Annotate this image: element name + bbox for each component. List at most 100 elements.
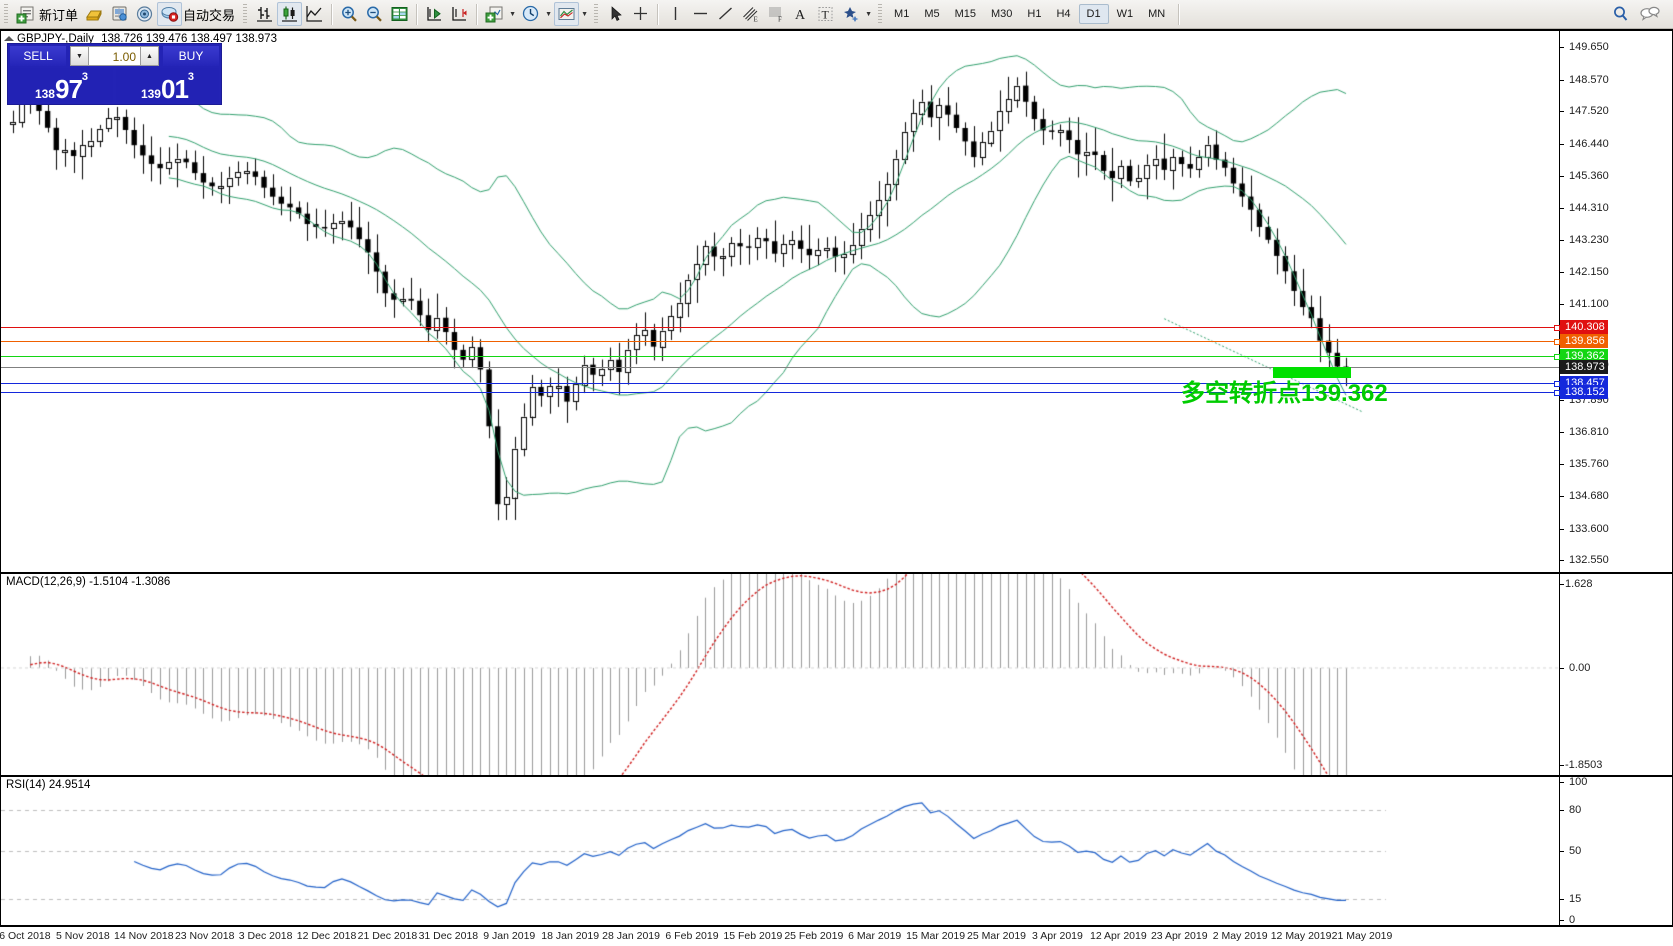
sell-button[interactable]: SELL [10,46,66,66]
new-order-button[interactable] [13,2,38,26]
volume-increase-button[interactable]: ▲ [140,47,158,65]
timeframe-m1[interactable]: M1 [894,8,910,20]
level-line-139.362[interactable] [1,353,1560,360]
timeframe-m15[interactable]: M15 [954,8,976,20]
rsi-axis[interactable]: 100 80 50 15 0 [1559,777,1672,925]
auto-scroll-button[interactable] [422,2,447,26]
macd-axis[interactable]: 1.628 0.00 -1.8503 [1559,574,1672,775]
shapes-icon [844,7,859,22]
shapes-dropdown-caret[interactable]: ▼ [865,10,872,18]
level-line-138.457[interactable] [1,380,1560,387]
price-tag[interactable]: 138.152 [1560,385,1608,400]
rsi-pane[interactable]: RSI(14) 24.9514 100 80 50 15 0 [0,776,1673,926]
line-chart-button[interactable] [302,2,327,26]
timeframe-m5[interactable]: M5 [924,8,940,20]
period-button[interactable] [518,2,543,26]
rsi-plot[interactable] [1,777,1561,925]
level-line-handle[interactable] [1554,339,1560,346]
level-line-handle[interactable] [1554,380,1560,387]
toolbar-grip[interactable] [3,4,10,24]
bar-chart-button[interactable] [252,2,277,26]
period-dropdown-caret[interactable]: ▼ [545,10,552,18]
rsi-tick: 15 [1560,893,1581,905]
period-icon [522,5,539,22]
toolbar-grip-4[interactable] [877,4,885,24]
templates-dropdown-caret[interactable]: ▼ [581,10,588,18]
line-chart-icon [306,6,323,22]
date-tick: 18 Jan 2019 [541,930,600,942]
timeframe-h4[interactable]: H4 [1056,8,1071,20]
zoom-in-icon [342,6,357,22]
level-line-140.308[interactable] [1,325,1560,332]
search-button[interactable] [1608,2,1633,26]
level-line-handle[interactable] [1554,353,1560,360]
buy-button[interactable]: BUY [163,46,219,66]
toolbar-separator-1 [331,3,334,25]
new-order-label[interactable]: 新订单 [39,7,79,23]
svg-text:A: A [795,8,806,23]
volume-value[interactable]: 1.00 [112,49,136,64]
price-tag[interactable]: 139.856 [1560,334,1608,349]
timeframe-mn[interactable]: MN [1148,8,1166,20]
timeframe-m30[interactable]: M30 [991,8,1013,20]
shapes-button[interactable] [838,2,863,26]
indicators-button[interactable] [482,2,507,26]
price-axis[interactable]: 149.650 148.570 147.520 146.440 145.360 144.3… [1559,31,1672,572]
macd-canvas[interactable] [1,574,1561,775]
indicators-dropdown-caret[interactable]: ▼ [509,10,516,18]
price-tag[interactable]: 140.308 [1560,320,1608,335]
buy-price-quote[interactable]: 139 01 3 [116,68,219,102]
fibonacci-button[interactable]: F [763,2,788,26]
level-line-138.973[interactable] [1,367,1559,369]
sell-price-quote[interactable]: 138 97 3 [10,68,113,102]
zoom-out-icon [367,6,382,22]
price-pane[interactable]: GBPJPY-,Daily 138.726 139.476 138.497 13… [0,30,1673,573]
volume-stepper[interactable]: ▼ 1.00 ▲ [70,46,159,66]
rsi-canvas[interactable] [1,777,1561,925]
cursor-button[interactable] [603,2,628,26]
price-tick: 134.680 [1560,490,1609,502]
volume-decrease-button[interactable]: ▼ [71,47,89,65]
equidistant-channel-button[interactable]: E [738,2,763,26]
text-label-button[interactable]: A [788,2,813,26]
text-button[interactable]: T [813,2,838,26]
collapse-triangle-icon[interactable] [4,36,14,41]
timeframe-d1[interactable]: D1 [1078,4,1109,24]
price-plot[interactable]: 多空转折点139.362 [1,31,1561,572]
chat-button[interactable] [1637,2,1663,26]
zoom-in-button[interactable] [337,2,362,26]
toolbar-grip-2[interactable] [242,4,250,24]
terminal-button[interactable] [107,2,132,26]
price-canvas[interactable] [1,31,1561,572]
chart-shift-button[interactable] [447,2,472,26]
level-line-handle[interactable] [1554,325,1560,332]
svg-text:E: E [754,16,758,24]
horizontal-line-button[interactable] [688,2,713,26]
macd-pane[interactable]: MACD(12,26,9) -1.5104 -1.3086 1.628 0.00 -… [0,573,1673,776]
one-click-trade-panel[interactable]: SELL ▼ 1.00 ▲ BUY 138 97 3 139 01 3 [8,44,221,104]
autotrade-label[interactable]: 自动交易 [183,7,236,23]
date-tick: 12 Dec 2018 [296,930,357,942]
navigator-button[interactable] [132,2,157,26]
price-tag[interactable]: 138.973 [1560,360,1608,375]
toolbar-grip-3[interactable] [593,4,601,24]
trendline-button[interactable] [713,2,738,26]
timeframe-h1[interactable]: H1 [1027,8,1042,20]
autotrade-button[interactable] [157,2,183,26]
vertical-line-button[interactable] [663,2,688,26]
level-line-handle[interactable] [1554,390,1560,397]
crosshair-button[interactable] [628,2,653,26]
equidistant-channel-icon: E [743,7,758,24]
green-highlight-marker[interactable] [1273,367,1351,378]
price-tag[interactable]: 139.362 [1560,348,1608,363]
timeframe-w1[interactable]: W1 [1116,8,1134,20]
gold-bar-button[interactable] [82,2,107,26]
candlestick-chart-button[interactable] [277,2,303,26]
level-line-139.856[interactable] [1,339,1560,346]
level-line-138.152[interactable] [1,390,1560,397]
data-window-button[interactable] [387,2,412,26]
templates-button[interactable] [554,2,580,26]
zoom-out-button[interactable] [362,2,387,26]
macd-plot[interactable] [1,574,1561,775]
